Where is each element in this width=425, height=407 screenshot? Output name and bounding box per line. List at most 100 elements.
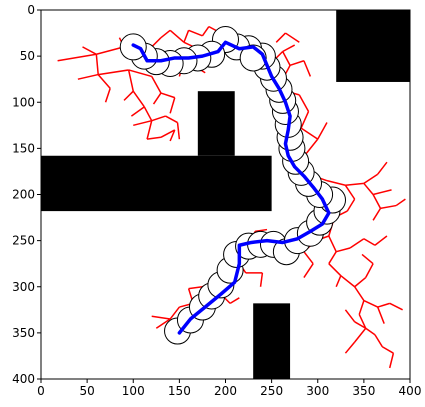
tree-edge: [165, 115, 178, 124]
y-tick-label: 300: [12, 280, 35, 294]
tree-edge: [377, 161, 388, 175]
obstacle-4: [253, 303, 291, 379]
tree-edge: [96, 46, 125, 56]
tree-edge: [146, 120, 153, 140]
x-tick-label: 200: [214, 384, 237, 398]
tree-edge: [169, 97, 176, 114]
tree-edge: [300, 127, 319, 140]
tree-edge: [335, 275, 342, 288]
obstacles: [41, 10, 410, 379]
tree-edge: [77, 73, 99, 80]
tree-edge: [151, 115, 166, 122]
tree-edge: [344, 309, 356, 323]
tree-edge: [123, 90, 134, 101]
x-tick-label: 100: [122, 384, 145, 398]
tree-edge: [380, 204, 397, 210]
y-tick-label: 0: [27, 3, 35, 17]
tree-edge: [160, 29, 171, 39]
tree-edge: [160, 129, 176, 138]
tree-edge: [344, 341, 356, 354]
tree-edge: [282, 51, 291, 66]
tree-edge: [395, 198, 406, 207]
tree-edge: [358, 314, 367, 329]
x-tick-label: 350: [352, 384, 375, 398]
y-tick-label: 350: [12, 326, 35, 340]
tree-edge: [133, 119, 152, 127]
x-tick-label: 0: [37, 384, 45, 398]
y-tick-label: 200: [12, 188, 35, 202]
planned-path: [131, 40, 331, 335]
tree-edge: [275, 32, 286, 43]
tree-edge: [363, 238, 376, 246]
tree-edge: [303, 251, 314, 265]
tree-edge: [128, 69, 152, 78]
tree-edge: [160, 92, 175, 99]
tree-edge: [354, 327, 367, 343]
tree-edge: [306, 138, 319, 154]
tree-edge: [303, 263, 314, 278]
tree-edge: [354, 286, 365, 302]
tree-edge: [282, 44, 296, 53]
tree-edge: [374, 334, 383, 348]
tree-edge: [201, 26, 210, 37]
x-tick-label: 150: [168, 384, 191, 398]
tree-edge: [143, 106, 153, 122]
path-line: [131, 40, 331, 335]
tree-edge: [372, 189, 392, 196]
tree-edge: [104, 88, 111, 103]
tree-edge: [130, 106, 145, 117]
tree-edge: [127, 69, 134, 92]
tree-edge: [95, 54, 99, 75]
tree-edge: [345, 182, 364, 187]
tree-edge: [155, 318, 171, 329]
tree-edge: [146, 136, 162, 140]
y-tick-label: 50: [20, 49, 35, 63]
y-tick-label: 250: [12, 234, 35, 248]
y-tick-label: 400: [12, 372, 35, 386]
tree-edge: [344, 184, 356, 200]
x-tick-label: 250: [260, 384, 283, 398]
tree-edge: [377, 306, 385, 324]
y-tick-label: 100: [12, 95, 35, 109]
tree-edge: [317, 122, 328, 140]
x-tick-label: 300: [306, 384, 329, 398]
tree-edge: [285, 32, 300, 43]
tree-edge: [365, 263, 374, 278]
tree-edge: [151, 315, 171, 320]
tree-edge: [354, 321, 367, 329]
tree-edge: [372, 194, 382, 209]
tree-edge: [328, 235, 337, 253]
tree-edge: [372, 207, 382, 221]
tree-edge: [298, 94, 310, 112]
path-nodes: [119, 26, 347, 345]
tree-edge: [328, 251, 337, 265]
tree-edge: [151, 76, 162, 94]
obstacle-2: [197, 91, 235, 156]
tree-edge: [349, 238, 365, 249]
tree-edge: [303, 60, 312, 77]
tree-edge: [254, 228, 268, 233]
tree-edge: [169, 306, 180, 320]
tree-edge: [340, 275, 356, 288]
tree-edge: [188, 29, 203, 37]
tree-edge: [363, 182, 374, 195]
tree-edge: [346, 198, 356, 212]
tree-edge: [389, 302, 403, 311]
tree-edge: [176, 122, 181, 140]
tree-edge: [229, 297, 240, 304]
tree-edge: [132, 90, 145, 108]
tree-edge: [388, 352, 395, 369]
tree-edge: [98, 69, 129, 76]
x-tick-label: 50: [79, 384, 94, 398]
tree-edge: [363, 173, 379, 185]
tree-edge: [152, 92, 162, 105]
tree-edge: [328, 263, 342, 277]
x-tick-label: 400: [399, 384, 422, 398]
tree-edge: [183, 30, 190, 43]
tree-edge: [169, 29, 185, 43]
tree-edge: [57, 53, 97, 62]
tree-edge: [365, 327, 376, 336]
tree-edge: [82, 46, 97, 55]
tree-edge: [377, 302, 390, 308]
